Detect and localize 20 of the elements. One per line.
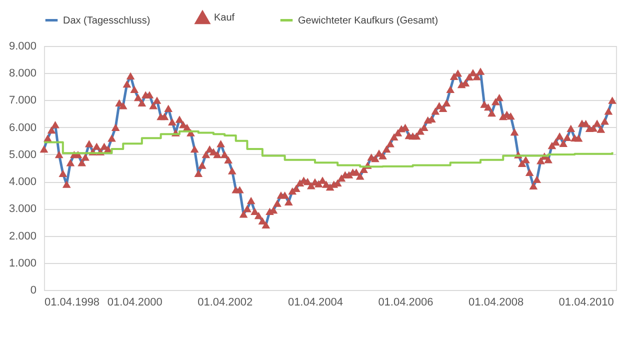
y-tick-label: 9.000 xyxy=(8,40,36,52)
legend-label: Gewichteter Kaufkurs (Gesamt) xyxy=(298,15,438,26)
x-tick-label: 01.04.2006 xyxy=(378,296,434,308)
x-tick-label: 01.04.2002 xyxy=(198,296,253,308)
y-tick-label: 5.000 xyxy=(8,148,36,161)
legend-label: Dax (Tagesschluss) xyxy=(63,15,150,26)
x-tick-label: 01.04.2004 xyxy=(288,296,344,308)
y-tick-label: 4.000 xyxy=(8,176,36,188)
x-tick-label: 01.04.1998 xyxy=(44,296,100,308)
y-tick-label: 7.000 xyxy=(8,94,36,107)
y-tick-label: 3.000 xyxy=(8,203,36,216)
legend-label: Kauf xyxy=(214,12,235,24)
y-tick-label: 0 xyxy=(30,284,36,296)
y-tick-label: 6.000 xyxy=(8,122,36,134)
y-tick-label: 2.000 xyxy=(8,230,36,242)
x-tick-label: 01.04.2010 xyxy=(558,296,614,308)
y-tick-label: 8.000 xyxy=(8,68,36,80)
y-tick-label: 1.000 xyxy=(8,257,36,270)
x-tick-label: 01.04.2008 xyxy=(468,296,524,308)
x-tick-label: 01.04.2000 xyxy=(107,296,162,308)
